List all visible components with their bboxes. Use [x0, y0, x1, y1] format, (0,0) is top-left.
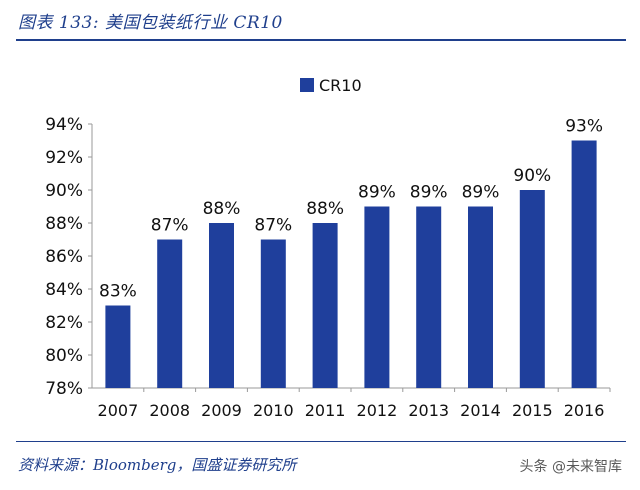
bar — [468, 206, 493, 388]
bar — [157, 239, 183, 388]
data-label: 87% — [151, 216, 189, 236]
y-tick-label: 78% — [45, 379, 83, 399]
y-tick-label: 84% — [45, 280, 83, 300]
legend-label: CR10 — [319, 76, 362, 95]
y-tick-label: 88% — [45, 214, 83, 234]
y-tick-label: 94% — [45, 115, 83, 135]
y-tick-label: 82% — [45, 313, 83, 333]
bar — [519, 190, 545, 388]
y-tick-label: 80% — [45, 346, 83, 366]
data-label: 87% — [254, 216, 292, 236]
legend-swatch — [300, 78, 314, 92]
x-tick-label: 2014 — [460, 401, 501, 420]
x-tick-label: 2013 — [408, 401, 449, 420]
footer-rule — [16, 441, 626, 442]
bar — [364, 206, 390, 388]
x-tick-label: 2015 — [512, 401, 553, 420]
data-label: 89% — [410, 183, 448, 203]
bar — [209, 223, 234, 388]
y-tick-label: 90% — [45, 181, 83, 201]
data-label: 88% — [203, 199, 241, 219]
data-label: 89% — [462, 183, 500, 203]
x-tick-label: 2009 — [201, 401, 242, 420]
bar — [571, 140, 597, 388]
x-tick-label: 2007 — [98, 401, 139, 420]
data-label: 90% — [513, 166, 551, 186]
data-label: 93% — [565, 117, 603, 137]
bar — [260, 239, 286, 388]
x-tick-label: 2011 — [305, 401, 346, 420]
y-tick-label: 86% — [45, 247, 83, 267]
data-label: 89% — [358, 183, 396, 203]
y-tick-label: 92% — [45, 148, 83, 168]
bar — [105, 305, 131, 388]
title-rule — [16, 39, 626, 41]
x-tick-label: 2008 — [149, 401, 190, 420]
x-tick-label: 2016 — [564, 401, 605, 420]
x-tick-label: 2012 — [357, 401, 398, 420]
x-tick-label: 2010 — [253, 401, 294, 420]
bar — [416, 206, 442, 388]
source-note: 资料来源：Bloomberg，国盛证券研究所 — [18, 456, 297, 474]
bar — [312, 223, 338, 388]
data-label: 88% — [306, 199, 344, 219]
bar-chart: 78% 80% 82% 84% 86% 88% 90% 92% 94% 83% 2007 87% 200… — [45, 76, 611, 420]
figure-title: 图表 133: 美国包装纸行业 CR10 — [18, 13, 283, 33]
watermark: 头条 @未来智库 — [519, 459, 622, 475]
data-label: 83% — [99, 282, 137, 302]
